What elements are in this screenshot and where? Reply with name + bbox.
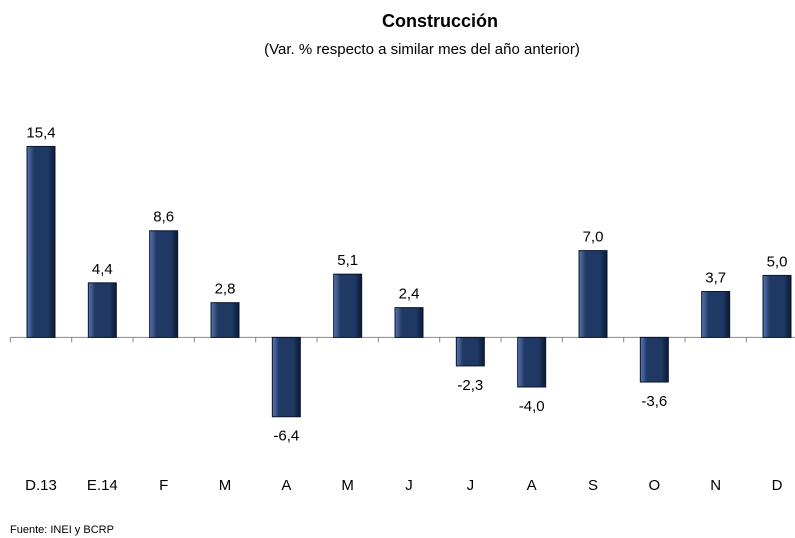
bar	[639, 336, 669, 383]
x-tick-label: O	[648, 477, 660, 494]
bar	[394, 307, 424, 338]
bar	[701, 291, 731, 338]
value-label: 4,4	[92, 261, 113, 278]
bar	[517, 336, 547, 388]
value-label: -2,3	[457, 377, 483, 394]
chart-title: Construcción	[382, 11, 498, 31]
value-label: 8,6	[153, 209, 174, 226]
x-tick-label: J	[405, 477, 413, 494]
bar	[149, 230, 179, 338]
chart-subtitle: (Var. % respecto a similar mes del año a…	[264, 41, 580, 58]
x-tick-label: E.14	[87, 477, 118, 494]
bar	[333, 273, 363, 338]
value-label: 3,7	[705, 269, 726, 286]
bar	[455, 336, 485, 367]
bar	[26, 145, 56, 338]
value-label: -4,0	[519, 398, 545, 415]
x-tick-label: D.13	[25, 477, 57, 494]
bar	[271, 336, 301, 418]
value-label: -3,6	[641, 393, 667, 410]
x-tick-label: J	[467, 477, 475, 494]
x-tick-label: S	[588, 477, 598, 494]
value-label: 15,4	[26, 124, 55, 141]
bar	[87, 282, 117, 338]
bar	[578, 250, 608, 338]
x-tick-label: N	[710, 477, 721, 494]
bar	[762, 274, 792, 338]
source-note: Fuente: INEI y BCRP	[10, 524, 114, 536]
bar	[210, 302, 240, 338]
x-tick-label: M	[341, 477, 354, 494]
value-label: 2,8	[215, 281, 236, 298]
value-label: 7,0	[583, 229, 604, 246]
value-label: 5,0	[767, 253, 788, 270]
value-label: 2,4	[399, 286, 420, 303]
value-label: 5,1	[337, 252, 358, 269]
x-tick-label: F	[159, 477, 168, 494]
x-tick-label: A	[527, 477, 537, 494]
x-tick-label: M	[219, 477, 232, 494]
x-tick-label: A	[281, 477, 291, 494]
value-label: -6,4	[273, 428, 299, 445]
x-tick-label: D	[772, 477, 783, 494]
